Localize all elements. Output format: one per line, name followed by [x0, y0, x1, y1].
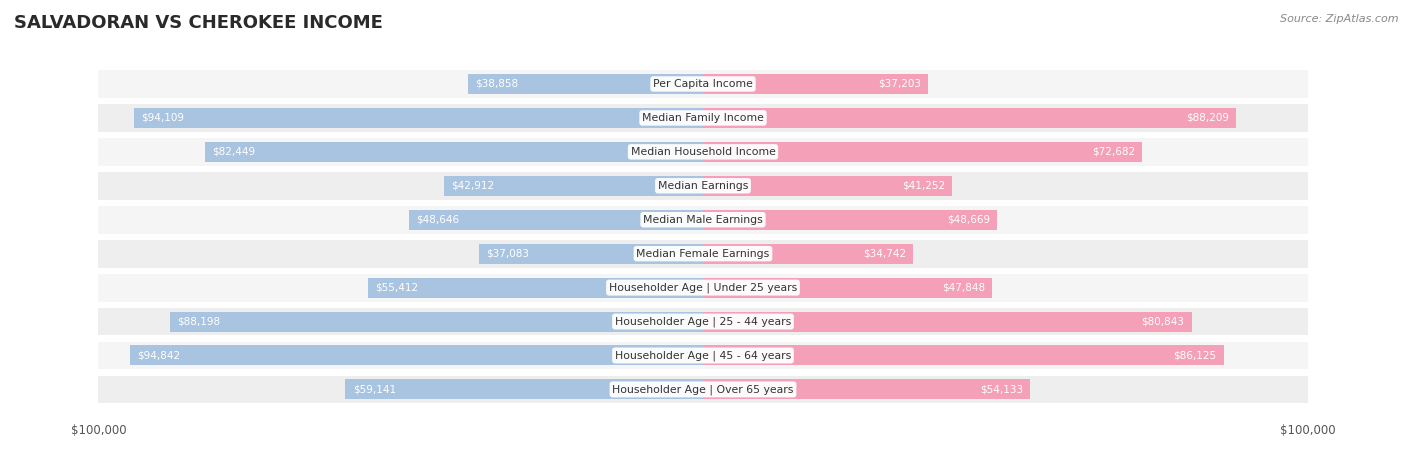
Text: $42,912: $42,912	[451, 181, 494, 191]
Bar	[368, 277, 703, 297]
Bar	[703, 346, 1223, 366]
Text: Median Female Earnings: Median Female Earnings	[637, 248, 769, 259]
Bar	[703, 379, 1031, 399]
Text: Median Male Earnings: Median Male Earnings	[643, 215, 763, 225]
Text: $47,848: $47,848	[942, 283, 986, 293]
Text: $48,669: $48,669	[946, 215, 990, 225]
Text: $94,109: $94,109	[141, 113, 184, 123]
Text: Householder Age | Over 65 years: Householder Age | Over 65 years	[612, 384, 794, 395]
Text: Householder Age | 45 - 64 years: Householder Age | 45 - 64 years	[614, 350, 792, 361]
Bar	[468, 74, 703, 94]
Bar	[703, 74, 928, 94]
Text: $54,133: $54,133	[980, 384, 1024, 395]
Text: $37,203: $37,203	[877, 79, 921, 89]
Text: $34,742: $34,742	[863, 248, 905, 259]
Text: $72,682: $72,682	[1092, 147, 1135, 157]
Bar	[98, 138, 1308, 166]
Text: $88,209: $88,209	[1187, 113, 1229, 123]
Bar	[443, 176, 703, 196]
Text: Median Household Income: Median Household Income	[630, 147, 776, 157]
Bar	[134, 108, 703, 128]
Bar	[346, 379, 703, 399]
Bar	[98, 274, 1308, 302]
Bar	[703, 176, 952, 196]
Text: Householder Age | Under 25 years: Householder Age | Under 25 years	[609, 283, 797, 293]
Bar	[703, 108, 1236, 128]
Bar	[98, 104, 1308, 132]
Bar	[98, 240, 1308, 268]
Bar	[98, 172, 1308, 200]
Text: $86,125: $86,125	[1174, 350, 1216, 361]
Text: Median Family Income: Median Family Income	[643, 113, 763, 123]
Bar	[479, 244, 703, 264]
Text: $48,646: $48,646	[416, 215, 460, 225]
Text: $59,141: $59,141	[353, 384, 396, 395]
Text: Householder Age | 25 - 44 years: Householder Age | 25 - 44 years	[614, 316, 792, 327]
Text: $55,412: $55,412	[375, 283, 419, 293]
Bar	[703, 210, 997, 230]
Text: $41,252: $41,252	[903, 181, 945, 191]
Bar	[409, 210, 703, 230]
Text: $37,083: $37,083	[486, 248, 529, 259]
Bar	[170, 311, 703, 332]
Bar	[703, 244, 912, 264]
Bar	[98, 206, 1308, 234]
Text: $38,858: $38,858	[475, 79, 519, 89]
Bar	[98, 375, 1308, 403]
Text: SALVADORAN VS CHEROKEE INCOME: SALVADORAN VS CHEROKEE INCOME	[14, 14, 382, 32]
Text: Median Earnings: Median Earnings	[658, 181, 748, 191]
Text: $94,842: $94,842	[136, 350, 180, 361]
Bar	[703, 142, 1143, 162]
Text: Source: ZipAtlas.com: Source: ZipAtlas.com	[1281, 14, 1399, 24]
Bar	[98, 341, 1308, 369]
Text: $88,198: $88,198	[177, 317, 221, 326]
Bar	[703, 311, 1192, 332]
Bar	[98, 308, 1308, 335]
Text: $80,843: $80,843	[1142, 317, 1184, 326]
Bar	[703, 277, 993, 297]
Bar	[98, 70, 1308, 98]
Text: Per Capita Income: Per Capita Income	[652, 79, 754, 89]
Text: $82,449: $82,449	[212, 147, 254, 157]
Bar	[129, 346, 703, 366]
Bar	[204, 142, 703, 162]
